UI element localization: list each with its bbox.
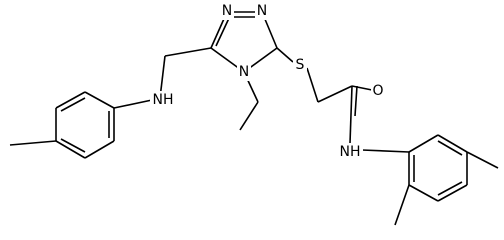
atom-labels: N N N S NH O NH [150, 2, 385, 161]
structure-diagram: N N N S NH O NH [9, 2, 499, 226]
atom-label: S [296, 57, 305, 73]
atom-label: N [222, 3, 232, 19]
atom-label: NH [340, 144, 361, 160]
atom-label: NH [153, 92, 174, 108]
atom-label: N [257, 3, 267, 19]
bonds [9, 11, 499, 226]
atom-label: N [239, 64, 249, 80]
atom-label: O [372, 83, 383, 99]
